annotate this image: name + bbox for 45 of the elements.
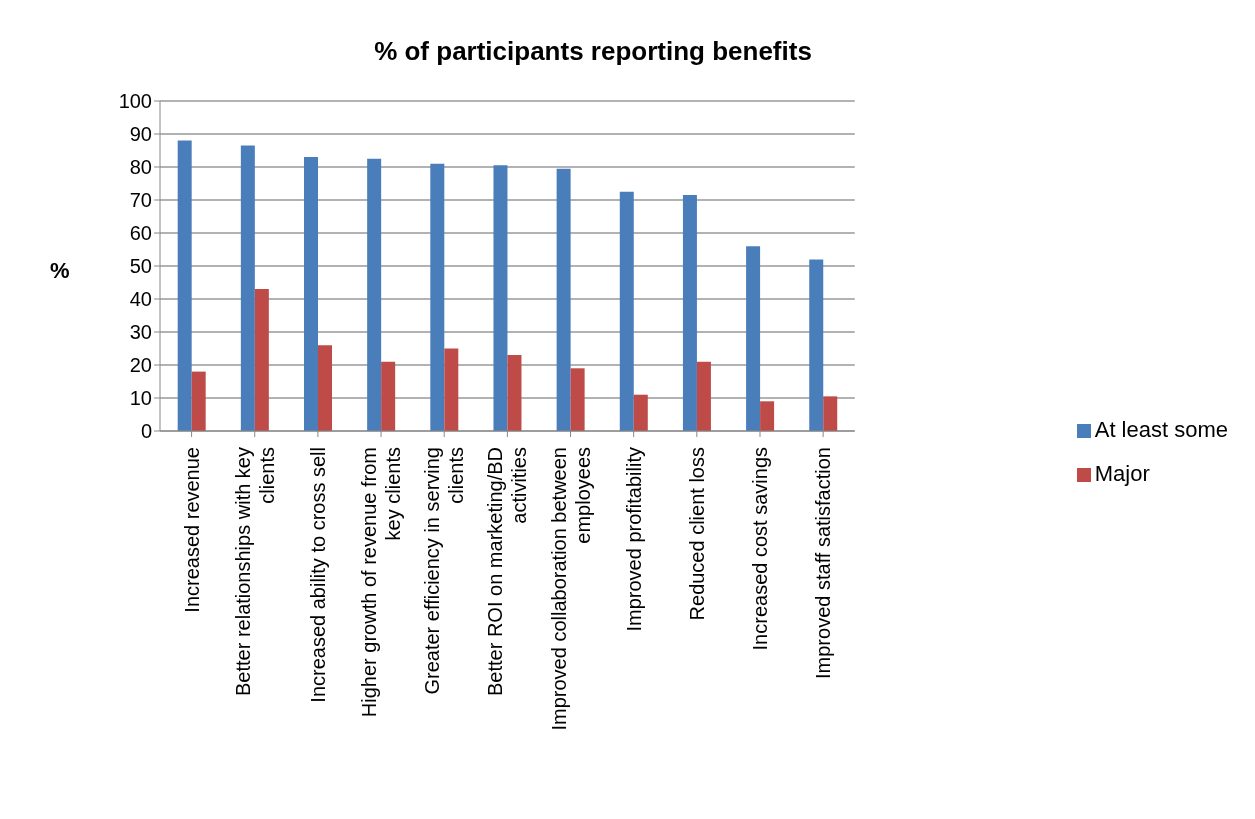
bar [381, 361, 396, 431]
x-tick-label: Improved staff satisfaction [812, 447, 835, 679]
legend-label: At least some [1094, 417, 1228, 442]
y-tick-label: 60 [129, 222, 152, 245]
x-tick-label: Better relationships with key clients [231, 447, 278, 697]
chart-title: % of participants reporting benefits [373, 36, 813, 67]
y-tick-label: 0 [140, 420, 152, 443]
bar [240, 145, 255, 431]
bar [556, 168, 571, 431]
y-tick-label: 70 [129, 189, 152, 212]
bar [570, 368, 585, 431]
bar [682, 195, 697, 431]
bar [696, 361, 711, 431]
bar [430, 163, 445, 431]
y-tick-label: 50 [129, 255, 152, 278]
y-tick-label: 90 [129, 123, 152, 146]
bar [746, 246, 761, 431]
bar [760, 401, 775, 431]
x-tick-label: Reduced client loss [685, 447, 708, 621]
x-tick-label: Higher growth of revenue from key clients [358, 447, 405, 718]
bar [493, 165, 508, 431]
x-tick-label: Increased cost savings [748, 447, 771, 651]
x-tick-label: Increased revenue [180, 447, 203, 613]
bar [633, 394, 648, 431]
bar [177, 140, 192, 431]
bar [809, 259, 824, 431]
bar [304, 157, 318, 431]
legend-label: Major [1094, 461, 1150, 486]
bar [619, 191, 634, 431]
bar [318, 345, 332, 431]
bar [191, 371, 206, 431]
bar [444, 348, 459, 431]
y-axis-title: % [50, 258, 70, 284]
bar [367, 158, 382, 431]
y-tick-label: 20 [129, 354, 152, 377]
y-tick-label: 30 [129, 321, 152, 344]
y-tick-label: 80 [129, 156, 152, 179]
y-tick-label: 40 [129, 288, 152, 311]
x-tick-label: Increased ability to cross sell [306, 447, 329, 703]
y-tick-label: 100 [118, 90, 152, 113]
bar [254, 289, 269, 431]
x-tick-label: Improved profitability [622, 447, 645, 632]
y-tick-label: 10 [129, 387, 152, 410]
bar [507, 355, 522, 431]
bar [823, 396, 838, 431]
